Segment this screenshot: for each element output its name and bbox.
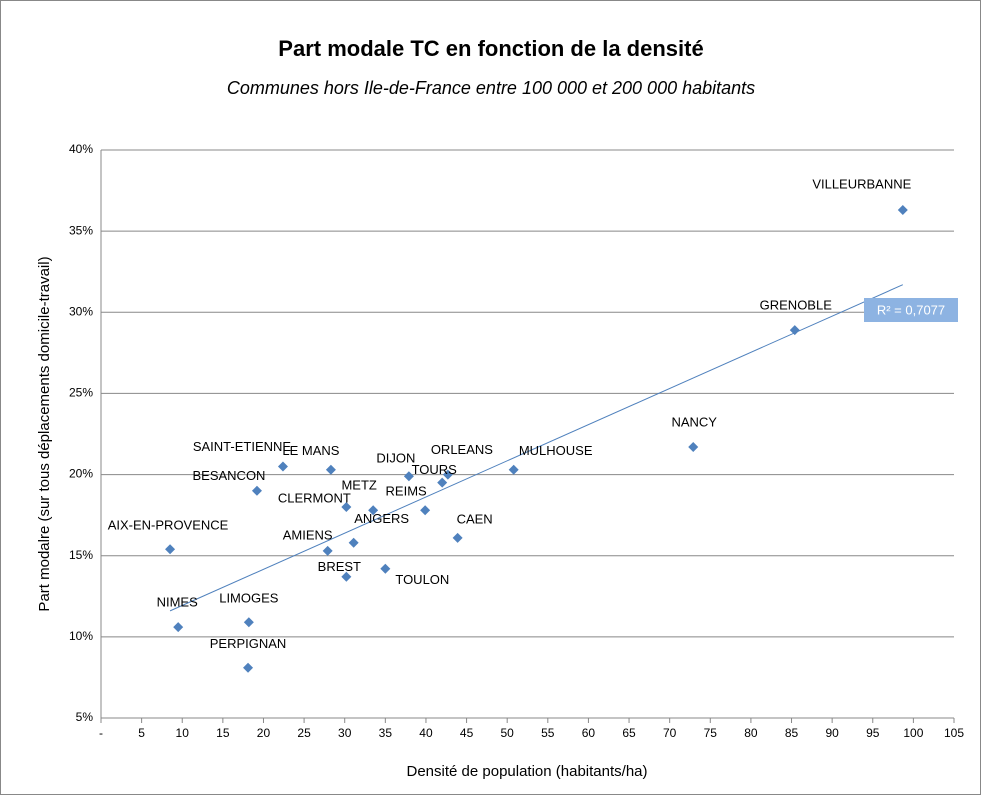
point: [508, 464, 519, 475]
point-label: BESANCON: [192, 468, 265, 483]
point: [420, 505, 431, 516]
y-tick-label: 40%: [69, 142, 93, 156]
y-axis-label: Part modalre (sur tous déplacements domi…: [36, 256, 53, 611]
r2-box: [864, 298, 958, 322]
x-axis-label: Densité de population (habitants/ha): [407, 763, 648, 780]
y-tick-label: 30%: [69, 304, 93, 318]
point-label: LIMOGES: [219, 591, 279, 606]
y-tick-label: 35%: [69, 223, 93, 237]
point-label: TOURS: [412, 462, 458, 477]
point-label: ORLEANS: [431, 442, 493, 457]
x-tick-label: 60: [582, 726, 596, 740]
point-label: BREST: [318, 559, 361, 574]
point: [442, 469, 453, 480]
point-label: TOULON: [395, 572, 449, 587]
point: [789, 325, 800, 336]
point: [322, 545, 333, 556]
y-tick-label: 25%: [69, 386, 93, 400]
r2-label: R² = 0,7077: [877, 302, 945, 317]
x-tick-label: 105: [944, 726, 964, 740]
x-tick-label: 45: [460, 726, 474, 740]
x-tick-label: 85: [785, 726, 799, 740]
point: [897, 205, 908, 216]
chart-subtitle: Communes hors Ile-de-France entre 100 00…: [227, 78, 755, 98]
y-tick-label: 15%: [69, 548, 93, 562]
point-label: METZ: [341, 478, 376, 493]
point-label: ANGERS: [354, 511, 409, 526]
point: [341, 571, 352, 582]
point: [165, 544, 176, 555]
x-tick-label: 55: [541, 726, 555, 740]
x-tick-label: 5: [138, 726, 145, 740]
point-label: SAINT-ETIENNE: [193, 439, 292, 454]
x-tick-label: 80: [744, 726, 758, 740]
trendline: [169, 284, 904, 612]
point-label: LE MANS: [282, 443, 339, 458]
point-label: REIMS: [386, 484, 428, 499]
chart-title: Part modale TC en fonction de la densité: [278, 36, 703, 61]
point: [243, 662, 254, 673]
point: [452, 532, 463, 543]
point: [173, 622, 184, 633]
y-tick-label: 5%: [76, 710, 94, 724]
point-label: AMIENS: [283, 527, 333, 542]
point-label: PERPIGNAN: [210, 636, 287, 651]
y-tick-label: 20%: [69, 467, 93, 481]
x-tick-label: 100: [903, 726, 923, 740]
point-label: DIJON: [376, 451, 415, 466]
point: [251, 485, 262, 496]
point-label: GRENOBLE: [760, 298, 833, 313]
x-tick-label: 95: [866, 726, 880, 740]
point-label: CAEN: [457, 511, 493, 526]
x-tick-label: 65: [622, 726, 636, 740]
point: [403, 471, 414, 482]
x-tick-label: 20: [257, 726, 271, 740]
point-label: MULHOUSE: [519, 443, 593, 458]
x-tick-label: 25: [297, 726, 311, 740]
point-label: VILLEURBANNE: [812, 176, 911, 191]
x-tick-label: 35: [379, 726, 393, 740]
x-tick-label: 70: [663, 726, 677, 740]
point: [243, 617, 254, 628]
point: [348, 537, 359, 548]
point: [277, 461, 288, 472]
point-label: NIMES: [157, 595, 199, 610]
x-tick-label: 10: [176, 726, 190, 740]
point-label: CLERMONT: [278, 490, 351, 505]
point: [380, 563, 391, 574]
x-tick-label: 30: [338, 726, 352, 740]
point: [325, 464, 336, 475]
point: [437, 477, 448, 488]
point-label: NANCY: [671, 414, 717, 429]
point: [341, 502, 352, 513]
point: [368, 505, 379, 516]
y-tick-label: 10%: [69, 629, 93, 643]
point-label: AIX-EN-PROVENCE: [108, 518, 229, 533]
x-tick-label: 90: [825, 726, 839, 740]
x-tick-label: 40: [419, 726, 433, 740]
x-tick-label: 50: [501, 726, 515, 740]
point: [688, 441, 699, 452]
x-tick-label: 15: [216, 726, 230, 740]
x-tick-label: 75: [704, 726, 718, 740]
x-tick-label: -: [99, 726, 103, 740]
